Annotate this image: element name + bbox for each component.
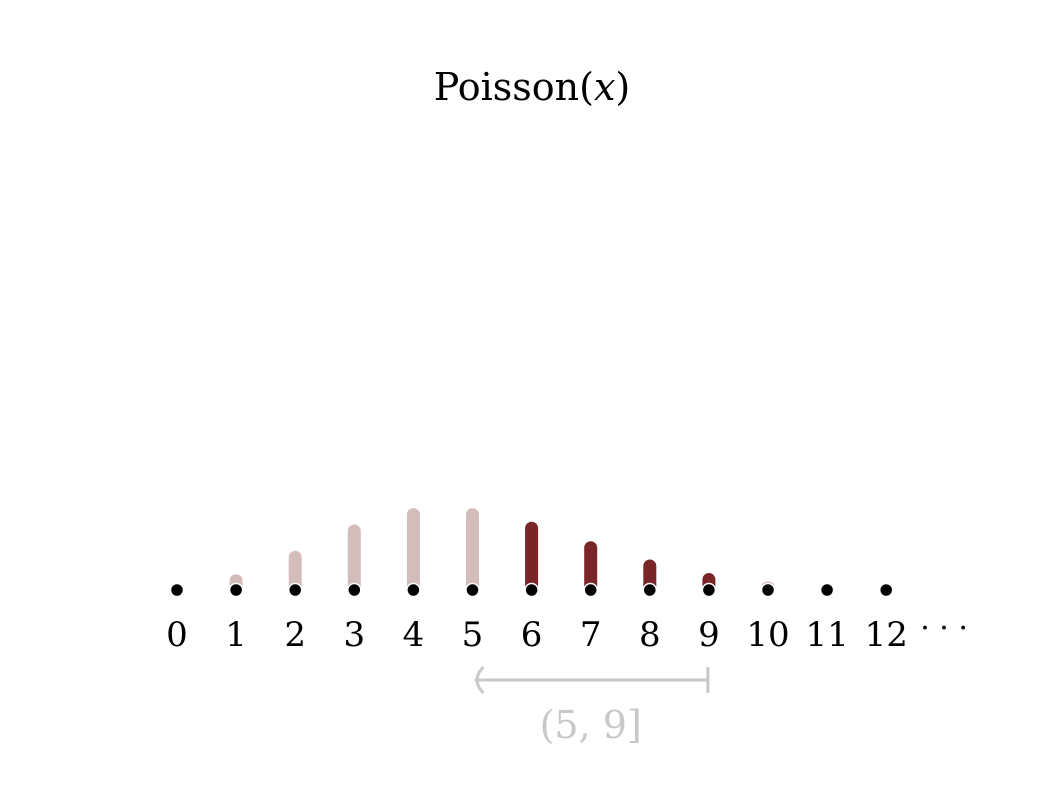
tick-label-9: 9 <box>698 615 720 655</box>
bar-5 <box>466 508 479 593</box>
point-10 <box>760 582 776 598</box>
chart-title: Poisson(x) <box>434 65 631 109</box>
bars-group <box>170 508 893 593</box>
title-variable: x <box>594 65 615 109</box>
point-2 <box>287 582 303 598</box>
tick-label-3: 3 <box>343 615 365 655</box>
points-group <box>169 582 894 598</box>
tick-labels-group: 0 1 2 3 4 5 6 7 8 9 10 11 12 <box>166 615 908 655</box>
point-6 <box>524 582 539 598</box>
title-name: Poisson <box>434 65 579 109</box>
title-open-paren: ( <box>579 65 594 109</box>
interval-open-end <box>475 666 484 694</box>
point-12 <box>878 582 894 598</box>
bar-2 <box>288 550 302 593</box>
tick-label-7: 7 <box>580 615 602 655</box>
tick-label-5: 5 <box>462 615 484 655</box>
tick-label-8: 8 <box>639 615 661 655</box>
bar-6 <box>525 521 539 593</box>
tick-label-1: 1 <box>225 615 247 655</box>
tick-label-11: 11 <box>805 615 848 655</box>
tick-label-4: 4 <box>403 615 425 655</box>
trailing-ellipsis: · · · <box>920 611 968 646</box>
point-7 <box>583 582 598 598</box>
tick-label-0: 0 <box>166 615 188 655</box>
point-11 <box>819 582 835 598</box>
point-0 <box>169 582 185 598</box>
point-9 <box>701 582 717 598</box>
interval-bracket <box>474 666 710 694</box>
interval-label: (5, 9] <box>540 703 642 747</box>
tick-label-6: 6 <box>521 615 543 655</box>
bar-3 <box>347 524 361 593</box>
bar-4 <box>406 508 420 593</box>
point-4 <box>406 582 421 598</box>
tick-label-12: 12 <box>865 615 908 655</box>
point-1 <box>228 582 244 598</box>
tick-label-10: 10 <box>746 615 789 655</box>
tick-label-2: 2 <box>284 615 306 655</box>
title-close-paren: ) <box>615 65 630 109</box>
point-5 <box>465 582 480 598</box>
point-3 <box>347 582 362 598</box>
point-8 <box>642 582 658 598</box>
bar-7 <box>584 541 598 593</box>
